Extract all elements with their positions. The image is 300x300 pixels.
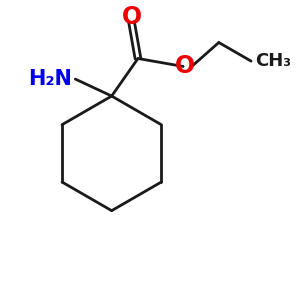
- Text: CH₃: CH₃: [255, 52, 291, 70]
- Text: O: O: [175, 54, 195, 78]
- Text: H₂N: H₂N: [28, 69, 72, 89]
- Text: O: O: [122, 4, 142, 28]
